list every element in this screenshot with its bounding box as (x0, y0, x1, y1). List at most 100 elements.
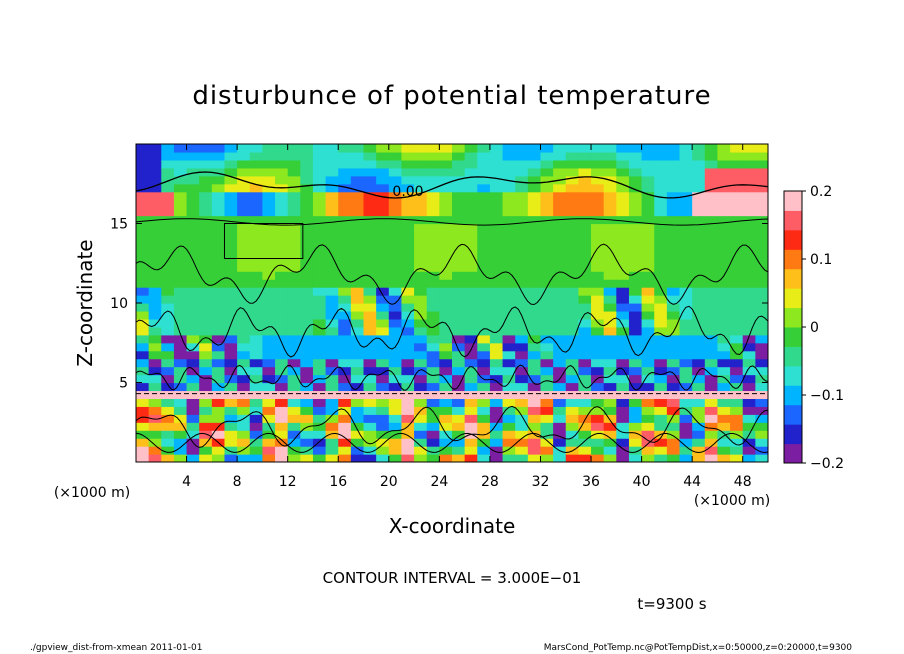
x-tick-label: 4 (182, 474, 191, 490)
heatmap-cell (363, 247, 377, 256)
heatmap-cell (376, 334, 390, 344)
heatmap-cell (553, 430, 567, 439)
heatmap-cell (211, 183, 226, 193)
heatmap-cell (173, 159, 188, 169)
heatmap-cell (325, 454, 339, 462)
heatmap-cell (717, 239, 731, 248)
heatmap-cell (300, 438, 314, 447)
heatmap-cell (553, 287, 567, 296)
heatmap-cell (717, 318, 731, 328)
heatmap-cell (325, 207, 339, 217)
heatmap-cell (515, 342, 529, 352)
heatmap-cell (489, 382, 504, 392)
heatmap-cell (136, 430, 150, 439)
heatmap-cell (414, 303, 428, 312)
heatmap-cell (603, 406, 617, 415)
heatmap-cell (300, 342, 314, 352)
heatmap-cell (350, 398, 365, 407)
heatmap-cell (553, 414, 567, 423)
heatmap-cell (262, 175, 276, 185)
heatmap-cell (426, 167, 440, 177)
heatmap-cell (388, 390, 403, 399)
heatmap-cell (540, 350, 554, 360)
heatmap-cell (452, 183, 466, 193)
heatmap-cell (679, 279, 693, 288)
heatmap-cell (477, 295, 491, 304)
heatmap-cell (616, 382, 630, 392)
heatmap-cell (211, 223, 226, 233)
heatmap-cell (199, 406, 213, 415)
heatmap-cell (553, 422, 567, 431)
heatmap-cell (199, 207, 213, 217)
heatmap-cell (136, 334, 150, 344)
heatmap-cell (338, 223, 352, 233)
contour-line (223, 223, 304, 259)
heatmap-cell (224, 223, 238, 233)
heatmap-cell (704, 263, 719, 272)
heatmap-cell (439, 334, 453, 344)
heatmap-cell (350, 382, 365, 392)
heatmap-cell (603, 151, 617, 161)
heatmap-cell (654, 167, 668, 177)
heatmap-cell (439, 183, 453, 193)
heatmap-cell (312, 454, 327, 462)
heatmap-cell (565, 398, 579, 407)
heatmap-cell (489, 358, 504, 368)
heatmap-cell (300, 167, 314, 177)
heatmap-cell (300, 183, 314, 193)
heatmap-cell (603, 191, 617, 201)
heatmap-cell (502, 398, 516, 407)
heatmap-cell (426, 446, 440, 455)
heatmap-cell (338, 279, 352, 288)
heatmap-cell (350, 263, 365, 272)
heatmap-cell (654, 191, 668, 201)
time-text: t=9300 s (637, 595, 706, 613)
heatmap-cell (616, 247, 630, 256)
heatmap-cell (312, 390, 327, 399)
heatmap-cell (692, 310, 706, 320)
heatmap-cell (224, 310, 238, 320)
heatmap-cell (654, 279, 668, 288)
heatmap-cell (628, 207, 643, 217)
heatmap-cell (300, 191, 314, 201)
heatmap-cell (275, 175, 289, 185)
heatmap-cell (414, 390, 428, 399)
heatmap-cell (565, 438, 579, 447)
heatmap-cell (578, 366, 592, 376)
heatmap-cell (249, 231, 263, 240)
heatmap-cell (591, 303, 605, 312)
heatmap-cell (742, 326, 756, 336)
heatmap-cell (136, 207, 150, 217)
heatmap-cell (616, 342, 630, 352)
heatmap-cell (628, 350, 643, 360)
heatmap-cell (641, 374, 655, 384)
heatmap-cell (249, 183, 263, 193)
heatmap-cell (654, 207, 668, 217)
heatmap-cell (148, 422, 162, 431)
heatmap-cell (312, 406, 327, 415)
heatmap-cell (186, 167, 200, 177)
heatmap-cell (224, 191, 238, 201)
heatmap-cell (249, 310, 263, 320)
heatmap-cell (553, 263, 567, 272)
heatmap-cell (502, 366, 516, 376)
heatmap-cell (591, 223, 605, 233)
heatmap-cell (565, 454, 579, 462)
heatmap-cell (186, 223, 200, 233)
heatmap-cell (452, 438, 466, 447)
heatmap-cell (628, 303, 643, 312)
heatmap-cell (338, 144, 352, 153)
heatmap-cell (515, 223, 529, 233)
heatmap-cell (755, 295, 768, 304)
heatmap-cell (591, 199, 605, 209)
heatmap-cell (603, 303, 617, 312)
heatmap-cell (464, 350, 478, 360)
heatmap-cell (338, 374, 352, 384)
heatmap-cell (350, 310, 365, 320)
heatmap-cell (578, 430, 592, 439)
heatmap-cell (603, 144, 617, 153)
heatmap-cell (452, 167, 466, 177)
heatmap-cell (515, 446, 529, 455)
heatmap-cell (388, 199, 403, 209)
heatmap-cell (489, 398, 504, 407)
